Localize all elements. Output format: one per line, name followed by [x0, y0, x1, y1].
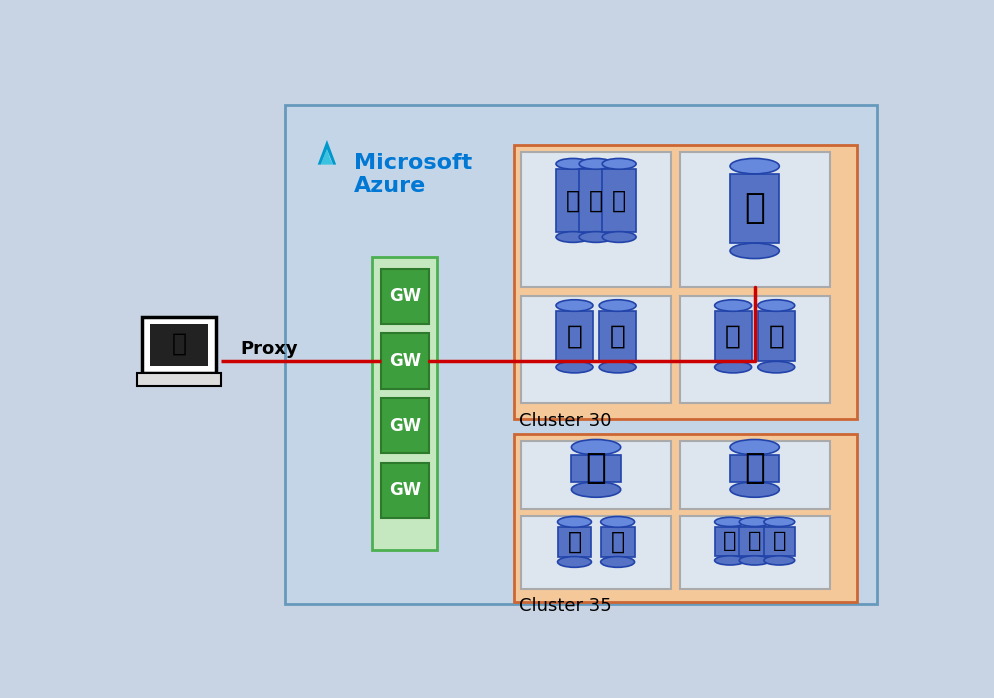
Bar	[556, 311, 593, 362]
Ellipse shape	[730, 482, 779, 497]
Bar	[521, 441, 671, 509]
Text: 🐬: 🐬	[772, 531, 786, 551]
Text: GW: GW	[389, 417, 420, 435]
Text: 🐬: 🐬	[768, 323, 784, 349]
Text: Cluster 35: Cluster 35	[520, 597, 612, 614]
Polygon shape	[321, 149, 333, 165]
Ellipse shape	[556, 158, 589, 169]
Polygon shape	[318, 140, 336, 165]
Bar	[715, 526, 746, 556]
Bar	[381, 333, 428, 389]
Bar	[372, 257, 437, 549]
Bar	[284, 105, 878, 604]
Ellipse shape	[757, 299, 795, 311]
Text: 🐬: 🐬	[745, 191, 765, 225]
Bar	[680, 441, 830, 509]
Ellipse shape	[600, 556, 634, 567]
Ellipse shape	[580, 158, 613, 169]
Bar	[602, 169, 636, 232]
Ellipse shape	[715, 517, 746, 526]
Bar	[680, 296, 830, 403]
Ellipse shape	[715, 299, 751, 311]
Ellipse shape	[715, 362, 751, 373]
Bar	[580, 169, 613, 232]
Text: 🐬: 🐬	[726, 323, 742, 349]
Bar	[521, 152, 671, 287]
Ellipse shape	[556, 232, 589, 242]
Bar	[715, 311, 751, 362]
Text: GW: GW	[389, 288, 420, 305]
Ellipse shape	[602, 232, 636, 242]
Text: 🐬: 🐬	[747, 531, 761, 551]
Text: 🐬: 🐬	[589, 188, 603, 212]
Text: 🐬: 🐬	[612, 188, 626, 212]
Ellipse shape	[580, 232, 613, 242]
Ellipse shape	[572, 482, 620, 497]
Bar	[600, 527, 634, 556]
Bar	[764, 526, 795, 556]
Text: Proxy: Proxy	[241, 341, 298, 358]
Ellipse shape	[764, 517, 795, 526]
Text: 🐬: 🐬	[568, 530, 581, 554]
Ellipse shape	[730, 243, 779, 258]
Bar	[150, 324, 209, 366]
Ellipse shape	[740, 556, 770, 565]
Ellipse shape	[556, 299, 593, 311]
Text: 🐬: 🐬	[567, 323, 582, 349]
Ellipse shape	[757, 362, 795, 373]
Bar	[521, 516, 671, 589]
Bar	[514, 434, 857, 602]
Bar	[521, 296, 671, 403]
Ellipse shape	[558, 517, 591, 527]
Bar	[680, 152, 830, 287]
Ellipse shape	[558, 556, 591, 567]
Ellipse shape	[764, 556, 795, 565]
Text: 🐬: 🐬	[609, 323, 625, 349]
Bar	[381, 269, 428, 324]
Text: 🐬: 🐬	[745, 452, 765, 485]
Ellipse shape	[556, 362, 593, 373]
Bar	[142, 317, 216, 373]
Bar	[556, 169, 589, 232]
Bar	[381, 463, 428, 518]
Text: Cluster 30: Cluster 30	[520, 412, 612, 430]
Text: 🐬: 🐬	[566, 188, 580, 212]
Ellipse shape	[730, 158, 779, 174]
Bar	[680, 516, 830, 589]
Ellipse shape	[740, 517, 770, 526]
Bar	[572, 455, 620, 482]
Ellipse shape	[572, 440, 620, 455]
Bar	[558, 527, 591, 556]
Ellipse shape	[715, 556, 746, 565]
Bar	[730, 455, 779, 482]
Text: 🌐: 🌐	[172, 332, 187, 356]
Text: 🐬: 🐬	[610, 530, 624, 554]
Bar	[137, 373, 222, 387]
Ellipse shape	[599, 362, 636, 373]
Text: GW: GW	[389, 352, 420, 370]
Bar	[730, 174, 779, 243]
Ellipse shape	[600, 517, 634, 527]
Text: 🐬: 🐬	[724, 531, 737, 551]
Ellipse shape	[730, 440, 779, 455]
Bar	[757, 311, 795, 362]
Bar	[599, 311, 636, 362]
Bar	[514, 145, 857, 419]
Text: 🐬: 🐬	[585, 452, 606, 485]
Bar	[740, 526, 770, 556]
Ellipse shape	[599, 299, 636, 311]
Ellipse shape	[602, 158, 636, 169]
Text: Microsoft
Azure: Microsoft Azure	[354, 153, 472, 196]
Bar	[381, 398, 428, 454]
Text: GW: GW	[389, 482, 420, 499]
